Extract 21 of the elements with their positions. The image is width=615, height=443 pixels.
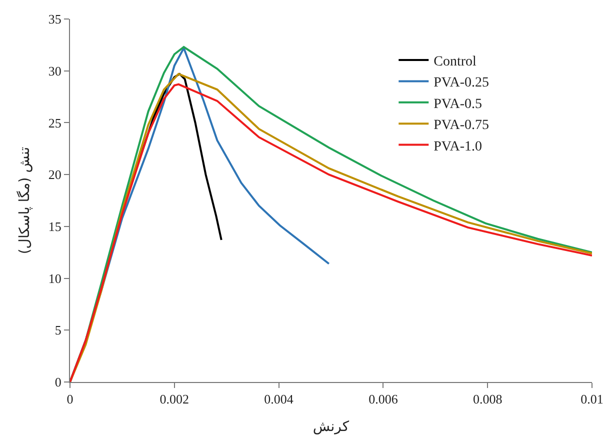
y-tick-label: 10 bbox=[48, 270, 62, 286]
y-tick-label: 15 bbox=[48, 218, 62, 234]
y-tick-label: 20 bbox=[48, 167, 62, 182]
y-tick-label: 0 bbox=[54, 374, 62, 390]
x-tick-label: 0 bbox=[66, 392, 74, 407]
y-axis-title: تنش (مگا پاسکال) bbox=[16, 146, 33, 254]
x-tick-label: 0.008 bbox=[472, 392, 502, 407]
x-tick-label: 0.006 bbox=[368, 392, 398, 407]
x-tick-label: 0.002 bbox=[160, 392, 190, 407]
x-tick-label: 0.004 bbox=[264, 392, 294, 407]
legend-label: Control bbox=[434, 54, 477, 70]
legend-label: PVA-1.0 bbox=[434, 139, 482, 154]
x-axis-title: کرنش bbox=[312, 418, 350, 435]
x-tick-label: 0.01 bbox=[580, 392, 604, 407]
y-tick-label: 25 bbox=[48, 115, 62, 130]
legend-label: PVA-0.75 bbox=[434, 118, 490, 134]
y-tick-label: 5 bbox=[54, 322, 62, 338]
legend-label: PVA-0.25 bbox=[434, 76, 490, 91]
legend-label: PVA-0.5 bbox=[434, 96, 482, 112]
y-tick-label: 35 bbox=[48, 12, 62, 27]
y-tick-label: 30 bbox=[48, 63, 62, 78]
